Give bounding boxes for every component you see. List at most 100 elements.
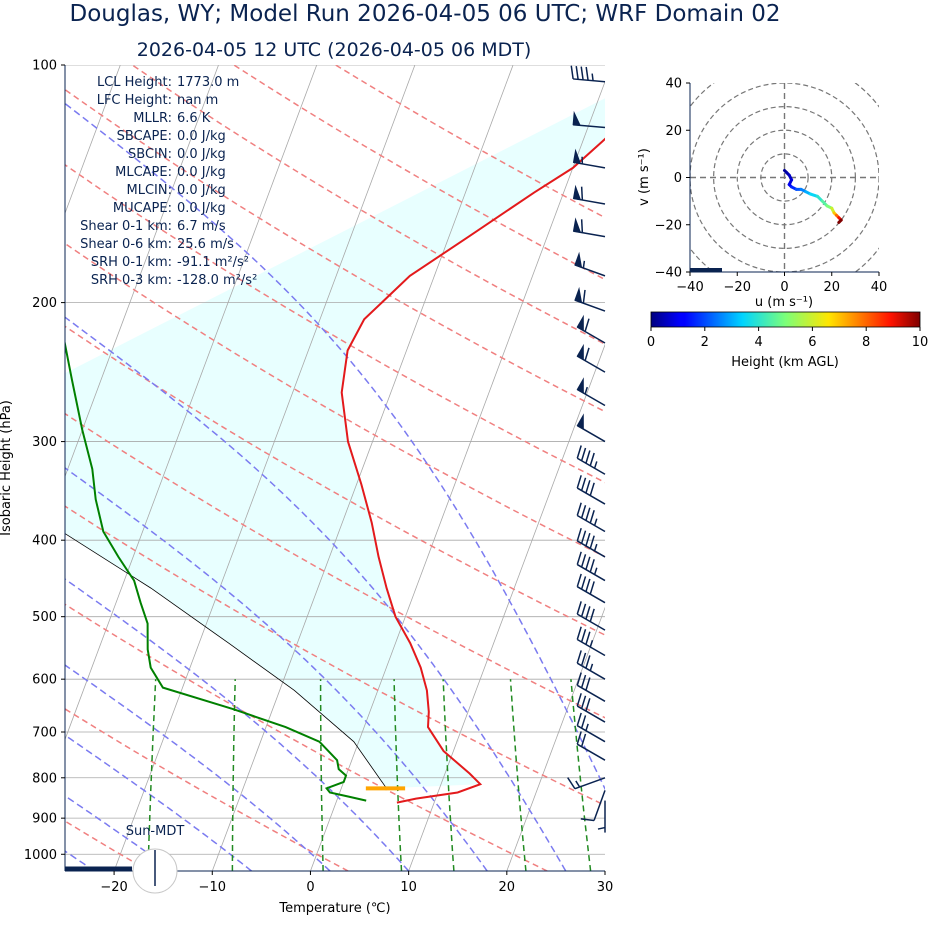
colorbar-tick-label: 2 xyxy=(701,335,709,350)
wind-barb xyxy=(576,693,606,723)
mixing-ratio-line xyxy=(319,679,324,871)
hodograph-panel: −40−40 −20 −20 0 0 20 20 40 40 u (m s⁻¹) v (m s⁻… xyxy=(637,77,887,311)
temperature-tick-label: −20 xyxy=(100,880,127,895)
colorbar-label: Height (km AGL) xyxy=(731,355,839,370)
mixing-ratio-line xyxy=(393,679,403,871)
hodograph-u-tick-label: −40 xyxy=(676,280,703,295)
colorbar-tick-label: 0 xyxy=(647,335,655,350)
pressure-tick-label: 300 xyxy=(32,435,57,450)
mixing-ratio-line xyxy=(509,679,527,871)
dry-adiabat-line xyxy=(65,325,605,636)
index-value: 25.6 m/s xyxy=(177,237,234,252)
height-colorbar: 0 2 4 6 8 10 Height (km AGL) xyxy=(647,311,928,370)
pressure-tick-label: 100 xyxy=(32,59,57,74)
colorbar-tick-label: 8 xyxy=(862,335,870,350)
hodograph-v-tick-label: 40 xyxy=(665,77,682,92)
dry-adiabat-line xyxy=(65,412,605,719)
wind-barb xyxy=(576,601,606,631)
hodograph-v-tick-label: 0 xyxy=(674,171,682,186)
temperature-tick-label: 0 xyxy=(306,880,314,895)
hodograph-x-label: u (m s⁻¹) xyxy=(755,295,813,310)
temperature-tick-label: 30 xyxy=(597,880,614,895)
wind-barb xyxy=(576,712,606,743)
hodograph-u-tick-label: 20 xyxy=(823,280,840,295)
cape-shaded-region xyxy=(65,98,605,789)
colorbar-tick-label: 4 xyxy=(754,335,762,350)
wind-barb xyxy=(576,413,606,443)
wind-barb xyxy=(576,650,606,680)
isotherm-line xyxy=(65,65,219,478)
index-label: Shear 0-6 km: xyxy=(80,237,172,252)
index-label: MLLR: xyxy=(133,111,172,126)
pressure-tick-label: 600 xyxy=(32,673,57,688)
mixing-ratio-line xyxy=(570,679,592,871)
valid-time-title: 2026-04-05 12 UTC (2026-04-05 06 MDT) xyxy=(137,39,532,61)
hodograph-u-tick-label: −20 xyxy=(724,280,751,295)
wind-barb xyxy=(574,286,606,312)
hodograph-segment xyxy=(837,218,843,224)
index-label: SBCAPE: xyxy=(117,129,172,144)
index-label: MLCIN: xyxy=(127,183,172,198)
index-value: 0.0 J/kg xyxy=(177,201,226,216)
pressure-axis-ticks: 100 200 300 400 500 600 700 800 900 1000 xyxy=(24,59,65,863)
mixing-ratio-line xyxy=(231,679,236,871)
temperature-tick-label: 10 xyxy=(400,880,417,895)
index-value: 0.0 J/kg xyxy=(177,129,226,144)
index-value: 6.7 m/s xyxy=(177,219,226,234)
index-label: MLCAPE: xyxy=(115,165,172,180)
moist-adiabat-line xyxy=(65,466,488,871)
wind-barb xyxy=(576,502,606,533)
isotherm-line xyxy=(211,65,514,871)
wind-barb xyxy=(570,65,606,83)
moist-adiabat-line xyxy=(65,734,252,871)
x-axis-label: Temperature (℃) xyxy=(278,901,390,916)
index-value: 0.0 J/kg xyxy=(177,147,226,162)
hodograph-v-tick-label: −20 xyxy=(655,218,682,233)
colorbar-tick-label: 10 xyxy=(912,335,928,350)
isotherm-line xyxy=(65,65,318,741)
dry-adiabat-line xyxy=(65,505,605,807)
wind-barb xyxy=(597,800,606,833)
colorbar-gradient xyxy=(650,311,921,328)
wind-barb xyxy=(576,573,606,604)
wind-barbs xyxy=(567,65,606,833)
index-label: LCL Height: xyxy=(97,75,172,90)
pressure-tick-label: 900 xyxy=(32,812,57,827)
index-value: 0.0 J/kg xyxy=(177,183,226,198)
pressure-tick-label: 500 xyxy=(32,610,57,625)
hodograph-v-tick-label: 20 xyxy=(665,124,682,139)
temperature-tick-label: −10 xyxy=(199,880,226,895)
isotherm-line xyxy=(506,606,605,871)
dry-adiabat-line xyxy=(65,242,605,558)
colorbar-tick-label: 6 xyxy=(808,335,816,350)
wind-barb xyxy=(576,377,606,407)
sun-label: Sun-MDT xyxy=(126,824,185,839)
skewt-plot-area xyxy=(65,65,928,871)
wind-barb xyxy=(567,777,606,790)
wind-barb xyxy=(576,626,606,657)
mixing-ratio-line xyxy=(442,679,455,871)
isotherm-line xyxy=(408,343,605,871)
wind-barb xyxy=(572,148,606,169)
wind-barb xyxy=(574,251,606,277)
wind-barb xyxy=(576,314,606,344)
wind-barb xyxy=(576,527,606,558)
pressure-tick-label: 400 xyxy=(32,534,57,549)
dry-adiabat-line xyxy=(65,708,349,871)
sounding-indices: LCL Height: 1773.0 m LFC Height: nan m MLLR:… xyxy=(80,75,257,288)
temperature-tick-label: 20 xyxy=(499,880,516,895)
index-value: 6.6 K xyxy=(177,111,211,126)
isotherm-line xyxy=(703,65,928,871)
hodograph-u-tick-label: 0 xyxy=(780,280,788,295)
index-value: -128.0 m²/s² xyxy=(177,273,257,288)
index-value: nan m xyxy=(177,93,218,108)
index-label: Shear 0-1 km: xyxy=(80,219,172,234)
main-title: Douglas, WY; Model Run 2026-04-05 06 UTC… xyxy=(70,1,781,27)
index-label: SRH 0-3 km: xyxy=(91,273,172,288)
y-axis-label: Isobaric Height (hPa) xyxy=(0,400,14,536)
wind-barb xyxy=(576,551,606,582)
wind-barb xyxy=(576,343,606,373)
wind-barb xyxy=(572,217,606,238)
wind-barb xyxy=(576,672,606,702)
